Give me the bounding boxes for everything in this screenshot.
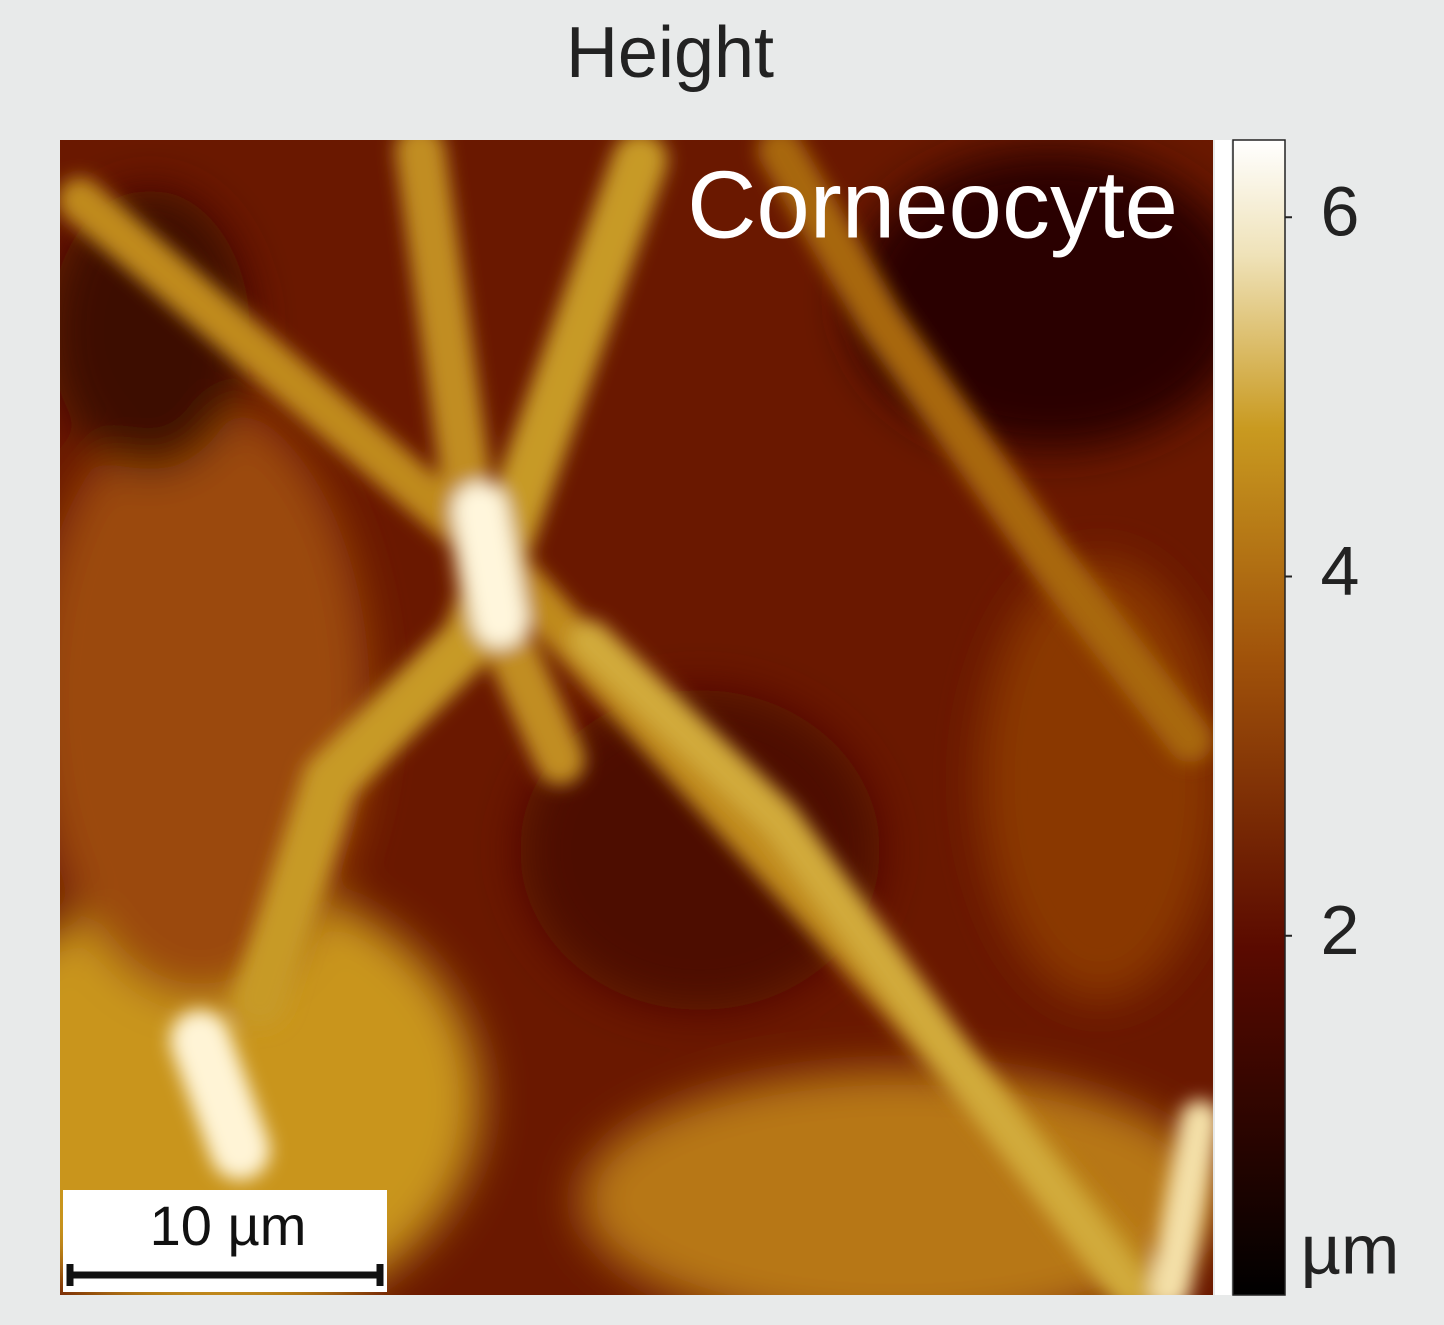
colorbar — [1232, 139, 1286, 1296]
image-label: Corneocyte — [687, 151, 1178, 258]
separator — [1215, 140, 1231, 1295]
colorbar-tick-label: 2 — [1321, 891, 1360, 969]
scale-bar: 10 µm — [63, 1190, 387, 1292]
afm-image — [60, 140, 1213, 1295]
colorbar-tick-label: 6 — [1321, 173, 1360, 251]
scale-bar-label: 10 µm — [150, 1194, 307, 1257]
colorbar-tick-label: 4 — [1321, 532, 1360, 610]
title: Height — [566, 13, 774, 93]
colorbar-unit: µm — [1301, 1210, 1400, 1288]
